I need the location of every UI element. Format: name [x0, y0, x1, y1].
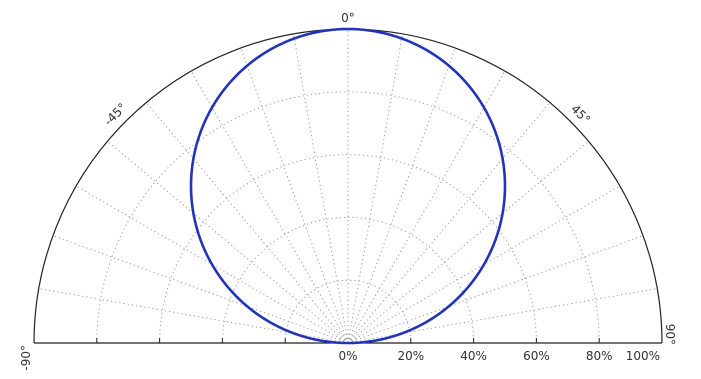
radial-tick-label-40: 40%: [460, 349, 487, 363]
angle-gridline-70: [347, 235, 644, 344]
radial-gridline-80: [96, 91, 600, 344]
angle-tick-label--90: -90°: [19, 345, 33, 371]
angle-gridline-30: [347, 70, 506, 344]
radial-gridline-40: [221, 216, 475, 344]
radial-gridline-20: [284, 279, 412, 344]
radial-tick-label-80: 80%: [586, 349, 613, 363]
radial-tick-label-0: 0%: [338, 349, 357, 363]
angle-gridline-50: [347, 140, 589, 344]
angle-gridline--30: [190, 70, 349, 344]
angle-gridline-10: [347, 33, 404, 344]
angle-gridline--50: [107, 140, 349, 344]
radial-tick-label-100: 100%: [626, 349, 660, 363]
radial-gridline-60: [159, 154, 537, 344]
angle-gridline--70: [52, 235, 349, 344]
grid-layer: [38, 29, 658, 344]
angle-gridline-20: [347, 47, 456, 344]
radial-tick-label-20: 20%: [397, 349, 424, 363]
angle-tick-label--45: -45°: [101, 100, 129, 128]
radial-tick-label-60: 60%: [523, 349, 550, 363]
series-layer: [189, 27, 507, 345]
series-line-0: [189, 27, 507, 345]
angle-gridline--10: [292, 33, 349, 344]
angle-tick-label-90: 90°: [663, 324, 677, 345]
angle-tick-label-0: 0°: [341, 11, 355, 25]
